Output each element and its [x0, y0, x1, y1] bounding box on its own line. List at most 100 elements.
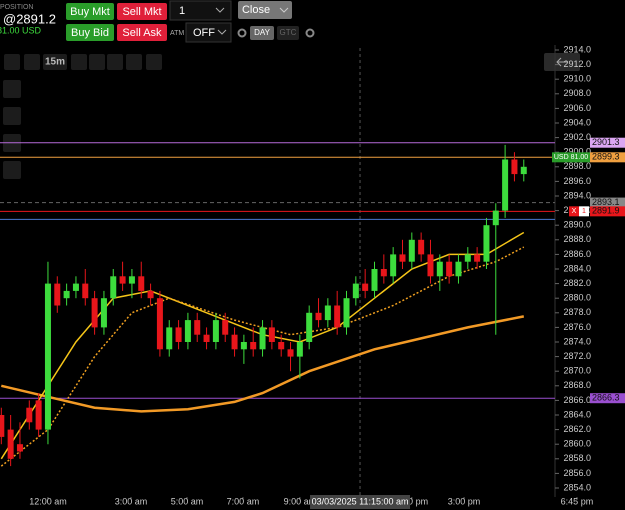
zoom-in[interactable]: [4, 54, 20, 70]
zoom-out[interactable]: [24, 54, 40, 70]
y-tick-label: 2874.0: [563, 336, 591, 346]
candle-body: [203, 334, 210, 342]
candle-body: [119, 276, 126, 284]
level-tag: [552, 152, 590, 163]
gtc-button[interactable]: [277, 26, 299, 40]
settings-icon[interactable]: [305, 28, 315, 38]
chart-toolbar: 15m: [3, 53, 580, 179]
tool[interactable]: [126, 54, 142, 70]
plot: [0, 48, 555, 497]
y-tick-label: 2908.0: [563, 88, 591, 98]
candle-body: [334, 305, 341, 328]
level-qty: 1: [582, 208, 586, 215]
atm[interactable]: OFF: [193, 27, 215, 39]
day-button[interactable]: [250, 26, 274, 40]
candle-body: [315, 312, 322, 321]
candle-body: [54, 283, 61, 306]
position: @2891.2: [3, 11, 56, 26]
crosshair-tool[interactable]: [3, 80, 21, 98]
y-tick-label: 2866.0: [563, 395, 591, 405]
y-tick-label: 2890.0: [563, 220, 591, 230]
candle-body: [427, 254, 434, 277]
candle-body: [436, 261, 443, 277]
buy-bid-button[interactable]: [66, 24, 114, 41]
settings-icon[interactable]: [237, 28, 247, 38]
interval[interactable]: 15m: [45, 57, 65, 68]
candle-body: [156, 298, 163, 350]
x-tick-label: 12:00 am: [29, 496, 67, 506]
candle-body: [296, 342, 303, 357]
interval-button[interactable]: [43, 54, 67, 70]
y-tick-label: 2888.0: [563, 234, 591, 244]
candle-body: [110, 276, 117, 299]
candle-body: [0, 415, 5, 437]
y-tick-label: 2898.0: [563, 161, 591, 171]
day[interactable]: DAY: [254, 28, 271, 37]
candle-body: [371, 269, 378, 291]
level-qty-box: [579, 206, 589, 217]
candle-body: [492, 210, 499, 226]
candle-body: [194, 320, 201, 335]
y-tick-label: 2886.0: [563, 249, 591, 259]
tool[interactable]: [107, 54, 123, 70]
tool[interactable]: [3, 107, 21, 125]
candle-body: [212, 320, 219, 342]
candle-body: [240, 342, 247, 350]
y-tick-label: 2910.0: [563, 74, 591, 84]
y-tick-label: 2856.0: [563, 468, 591, 478]
candle-body: [184, 320, 191, 342]
candle-body: [222, 320, 229, 335]
x-tick-label: 3:00 pm: [448, 496, 481, 506]
candle-body: [82, 283, 89, 299]
candle-body: [35, 400, 42, 430]
y-tick-label: 2896.0: [563, 176, 591, 186]
gtc[interactable]: GTC: [280, 28, 297, 37]
y-tick-label: 2902.0: [563, 132, 591, 142]
level-label: 2891.9: [592, 206, 620, 216]
quantity[interactable]: 1: [179, 5, 185, 17]
candle-body: [343, 298, 350, 328]
level-label: 2899.3: [592, 152, 620, 162]
candle-body: [175, 327, 182, 342]
toolbar: POSITION @2891.2 81.00 USD Buy Mkt Sell …: [0, 0, 315, 43]
candle-body: [166, 327, 173, 350]
x-tick-label: 1:00 pm: [396, 496, 429, 506]
quantity-input[interactable]: [169, 0, 232, 21]
tool[interactable]: [146, 54, 162, 70]
sell-ask-label[interactable]: Sell Ask: [122, 27, 162, 39]
candle-body: [138, 276, 145, 291]
level-label: 2893.1: [592, 197, 620, 207]
close-label[interactable]: Close: [242, 4, 270, 16]
candle-body: [352, 283, 359, 299]
y-tick-label: 2864.0: [563, 409, 591, 419]
y-tick-label: 2870.0: [563, 366, 591, 376]
buy-bid-label[interactable]: Buy Bid: [71, 27, 109, 39]
dropdown-arrow: [215, 7, 225, 13]
buy-mkt-label[interactable]: Buy Mkt: [70, 6, 110, 18]
sell-ask-button[interactable]: [117, 24, 167, 41]
sell-mkt-button[interactable]: [117, 3, 167, 20]
crosshair-label-box: [310, 495, 411, 509]
candle-body: [100, 298, 107, 328]
candle-body: [268, 327, 275, 342]
close-arrow: [279, 7, 289, 13]
y-tick-label: 2880.0: [563, 293, 591, 303]
buy-mkt-button[interactable]: [66, 3, 114, 20]
candle-body: [399, 254, 406, 262]
atm-select[interactable]: [185, 22, 232, 43]
candle-body: [455, 261, 462, 277]
candle-body: [16, 444, 23, 452]
candle-body: [390, 254, 397, 277]
y-tick-label: 2912.0: [563, 59, 591, 69]
crosshair-label: 03/03/2025 11:15:00 am: [312, 496, 409, 506]
lock-tool[interactable]: [3, 161, 21, 179]
close-button[interactable]: [238, 1, 292, 19]
tool[interactable]: [89, 54, 105, 70]
y-tick-label: 2904.0: [563, 117, 591, 127]
candle-body: [446, 261, 453, 277]
candle-body: [231, 334, 238, 350]
back-arrow: [556, 57, 567, 67]
y-tick-label: 2868.0: [563, 380, 591, 390]
sell-mkt-label[interactable]: Sell Mkt: [122, 6, 161, 18]
tool[interactable]: [71, 54, 87, 70]
